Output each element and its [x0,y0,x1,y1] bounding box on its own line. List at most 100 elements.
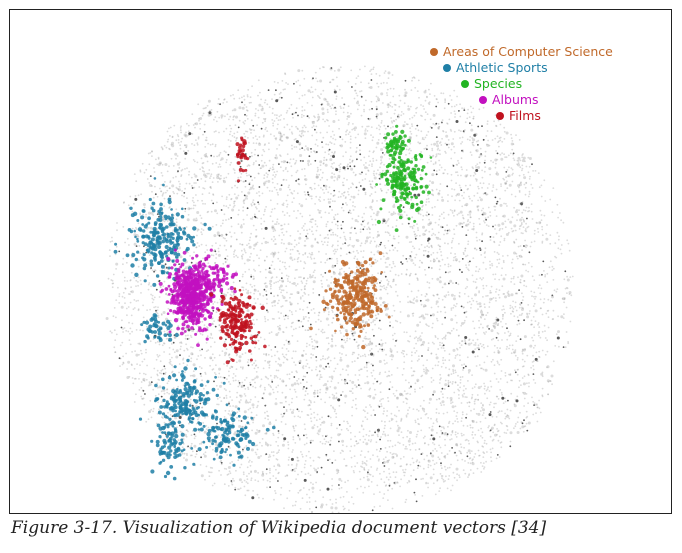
background-point [215,162,218,164]
background-point [277,357,280,359]
background-point [367,125,370,128]
background-point [283,223,286,226]
background-point [136,363,138,365]
background-point [279,138,281,141]
background-point [333,189,336,192]
background-point [303,423,306,426]
background-point [246,130,249,133]
background-point [198,443,201,445]
background-point [375,317,377,320]
background-point [171,356,173,359]
background-point [557,247,560,250]
background-point [148,182,151,184]
background-point [469,174,472,177]
background-point [465,234,468,237]
background-point [295,125,297,128]
background-point [393,237,396,240]
background-point [481,240,483,243]
background-point [330,257,333,260]
background-point [259,441,261,444]
background-point [408,241,411,244]
background-point [445,131,447,133]
background-point [232,379,235,382]
background-point [223,98,226,101]
background-point [396,482,399,484]
background-point [403,390,406,392]
background-point [279,378,282,380]
background-point [435,300,439,304]
background-point [242,332,245,335]
background-point [528,251,531,254]
background-point [492,236,495,239]
background-point [379,285,382,287]
background-point [163,205,166,208]
background-point [442,478,445,481]
background-point [344,380,347,382]
background-point [345,151,347,154]
background-point [349,135,352,138]
background-point [342,505,345,508]
background-point [293,197,295,200]
background-point [397,235,400,238]
background-point [254,216,257,219]
background-point [243,180,246,183]
background-point [302,114,305,117]
background-point [347,187,350,190]
background-point [336,220,339,223]
background-point [220,177,222,180]
background-point [465,438,468,441]
background-point [210,471,213,474]
background-point [339,433,342,436]
background-point [231,135,234,137]
background-point [563,278,566,281]
background-point [425,368,429,372]
background-point [246,456,249,459]
background-point [257,430,261,433]
background-point [307,164,310,167]
background-point [459,346,461,349]
background-point [282,169,285,172]
background-point [516,219,518,222]
background-point [235,139,237,142]
background-point [312,271,315,273]
background-point [335,250,337,253]
background-point [272,475,275,477]
background-point [532,305,535,307]
background-point [213,234,217,238]
background-point [240,172,243,175]
background-point [349,212,352,215]
background-point [307,414,310,417]
background-point [237,176,240,179]
background-point [405,235,409,239]
background-point [254,479,257,481]
background-point [178,424,181,427]
background-point [428,242,430,245]
background-point [163,330,166,333]
background-point [468,264,470,266]
background-point [213,372,216,374]
background-point [299,84,301,87]
background-point [352,293,354,296]
background-point [383,287,386,290]
background-point [447,200,449,203]
background-point [121,319,123,322]
background-point [237,338,240,341]
background-point [322,162,325,165]
background-point [433,294,435,297]
background-point [371,342,373,345]
background-point [475,300,478,303]
background-point [223,376,226,379]
background-point [258,142,262,146]
background-point [429,260,432,262]
background-point [290,457,294,461]
background-point [212,254,215,257]
background-point [507,399,509,402]
background-point [373,493,375,495]
background-point [365,406,367,408]
background-point [319,212,321,214]
background-point [133,367,136,370]
background-point [521,249,523,252]
background-point [518,228,521,230]
background-point [354,83,357,85]
background-point [537,287,540,289]
